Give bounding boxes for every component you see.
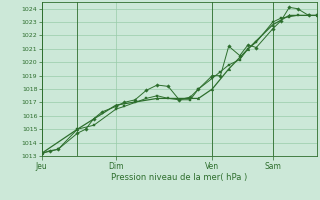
X-axis label: Pression niveau de la mer( hPa ): Pression niveau de la mer( hPa ) [111,173,247,182]
